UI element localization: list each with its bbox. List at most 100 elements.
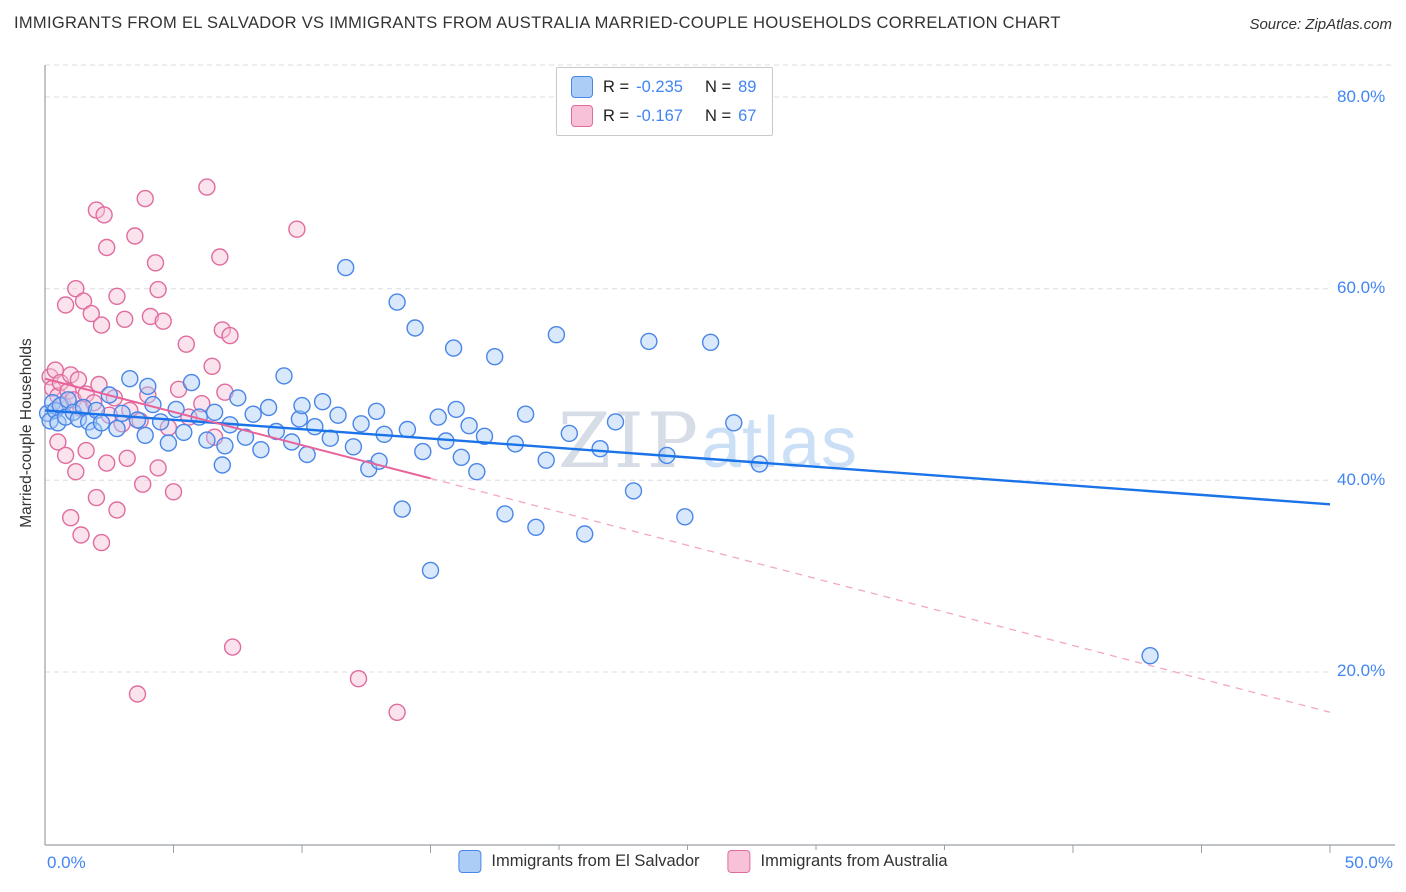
- el-salvador-point: [175, 423, 193, 442]
- legend-row-australia: R = -0.167 N = 67: [571, 105, 756, 127]
- el-salvador-point: [444, 339, 463, 357]
- australia-point: [92, 533, 111, 552]
- el-salvador-swatch: [571, 76, 593, 98]
- australia-swatch: [727, 850, 751, 873]
- y-tick-label-40: 40.0%: [1337, 470, 1386, 489]
- legend-row-el-salvador: R = -0.235 N = 89: [571, 76, 756, 98]
- australia-point: [221, 326, 239, 345]
- el-salvador-point: [591, 440, 609, 458]
- australia-point: [97, 238, 116, 257]
- el-salvador-point: [92, 414, 111, 432]
- y-tick-label-20: 20.0%: [1337, 661, 1386, 680]
- series-legend: Immigrants from El Salvador Immigrants f…: [448, 850, 958, 873]
- australia-point: [95, 206, 113, 224]
- y-tick-label-80: 80.0%: [1337, 87, 1386, 106]
- source-attribution: Source: ZipAtlas.com: [1249, 16, 1392, 33]
- el-salvador-point: [205, 403, 224, 421]
- el-salvador-point: [182, 373, 201, 392]
- australia-point: [56, 296, 75, 314]
- el-salvador-point: [136, 426, 154, 444]
- australia-point: [72, 526, 90, 544]
- el-salvador-point: [244, 405, 262, 423]
- el-salvador-point: [421, 561, 440, 580]
- x-tick-label-min: 0.0%: [47, 853, 86, 872]
- australia-point: [223, 638, 242, 656]
- el-salvador-point: [576, 525, 594, 543]
- australia-trend-dashed: [430, 477, 1331, 713]
- legend-label: Immigrants from El Salvador: [491, 852, 700, 870]
- el-salvador-point: [159, 434, 178, 452]
- australia-point: [198, 178, 216, 196]
- australia-trend-solid: [44, 377, 431, 480]
- australia-point: [149, 280, 167, 299]
- el-salvador-point: [139, 377, 157, 396]
- australia-point: [92, 316, 111, 334]
- el-salvador-point: [527, 518, 545, 536]
- australia-point: [87, 488, 106, 507]
- australia-point: [108, 501, 126, 519]
- el-salvador-point: [447, 400, 465, 419]
- australia-point: [177, 335, 196, 353]
- el-salvador-point: [537, 451, 555, 469]
- el-salvador-point: [393, 500, 411, 518]
- n-value: 89: [738, 77, 757, 96]
- australia-swatch: [571, 105, 593, 127]
- australia-point: [211, 248, 229, 266]
- correlation-legend-box: R = -0.235 N = 89 R = -0.167 N = 67: [556, 67, 774, 136]
- australia-point: [149, 459, 167, 477]
- r-value: -0.167: [636, 106, 683, 125]
- australia-point: [133, 475, 152, 493]
- australia-point: [82, 304, 101, 323]
- el-salvador-point: [388, 293, 406, 311]
- el-salvador-point: [414, 442, 432, 461]
- el-salvador-point: [1141, 647, 1159, 665]
- el-salvador-point: [213, 456, 232, 474]
- australia-point: [193, 395, 211, 413]
- australia-point: [388, 703, 406, 721]
- australia-point: [67, 280, 85, 298]
- australia-point: [118, 449, 136, 467]
- australia-point: [126, 227, 144, 245]
- el-salvador-point: [560, 424, 578, 443]
- el-salvador-point: [640, 332, 658, 351]
- el-salvador-point: [367, 402, 386, 420]
- el-salvador-point: [701, 333, 720, 351]
- el-salvador-trend: [44, 409, 1331, 506]
- el-salvador-point: [198, 431, 216, 449]
- australia-point: [61, 509, 80, 527]
- el-salvador-point: [290, 410, 309, 428]
- el-salvador-point: [293, 396, 311, 415]
- el-salvador-point: [475, 427, 494, 445]
- el-salvador-point: [486, 348, 504, 366]
- el-salvador-point: [329, 406, 347, 424]
- el-salvador-point: [313, 393, 332, 411]
- el-salvador-swatch: [458, 850, 482, 873]
- el-salvador-point: [468, 463, 486, 481]
- australia-point: [115, 310, 134, 328]
- el-salvador-point: [236, 428, 255, 446]
- r-value: -0.235: [636, 77, 683, 96]
- australia-point: [77, 441, 95, 460]
- el-salvador-point: [352, 415, 370, 433]
- x-tick-label-max: 50.0%: [1344, 853, 1393, 872]
- el-salvador-point: [121, 370, 139, 388]
- el-salvador-point: [216, 437, 234, 455]
- australia-point: [141, 307, 160, 326]
- el-salvador-point: [547, 326, 566, 344]
- el-salvador-point: [676, 508, 694, 526]
- el-salvador-point: [151, 413, 170, 431]
- australia-point: [349, 670, 368, 688]
- el-salvador-point: [259, 398, 278, 417]
- australia-point: [56, 446, 75, 465]
- legend-label: Immigrants from Australia: [760, 852, 948, 870]
- el-salvador-point: [496, 505, 514, 523]
- el-salvador-point: [460, 417, 478, 435]
- el-salvador-point: [128, 411, 147, 429]
- el-salvador-point: [398, 420, 417, 439]
- el-salvador-point: [429, 408, 447, 426]
- page-title: IMMIGRANTS FROM EL SALVADOR VS IMMIGRANT…: [14, 14, 1061, 32]
- r-label: R =: [603, 77, 630, 96]
- el-salvador-point: [229, 389, 247, 407]
